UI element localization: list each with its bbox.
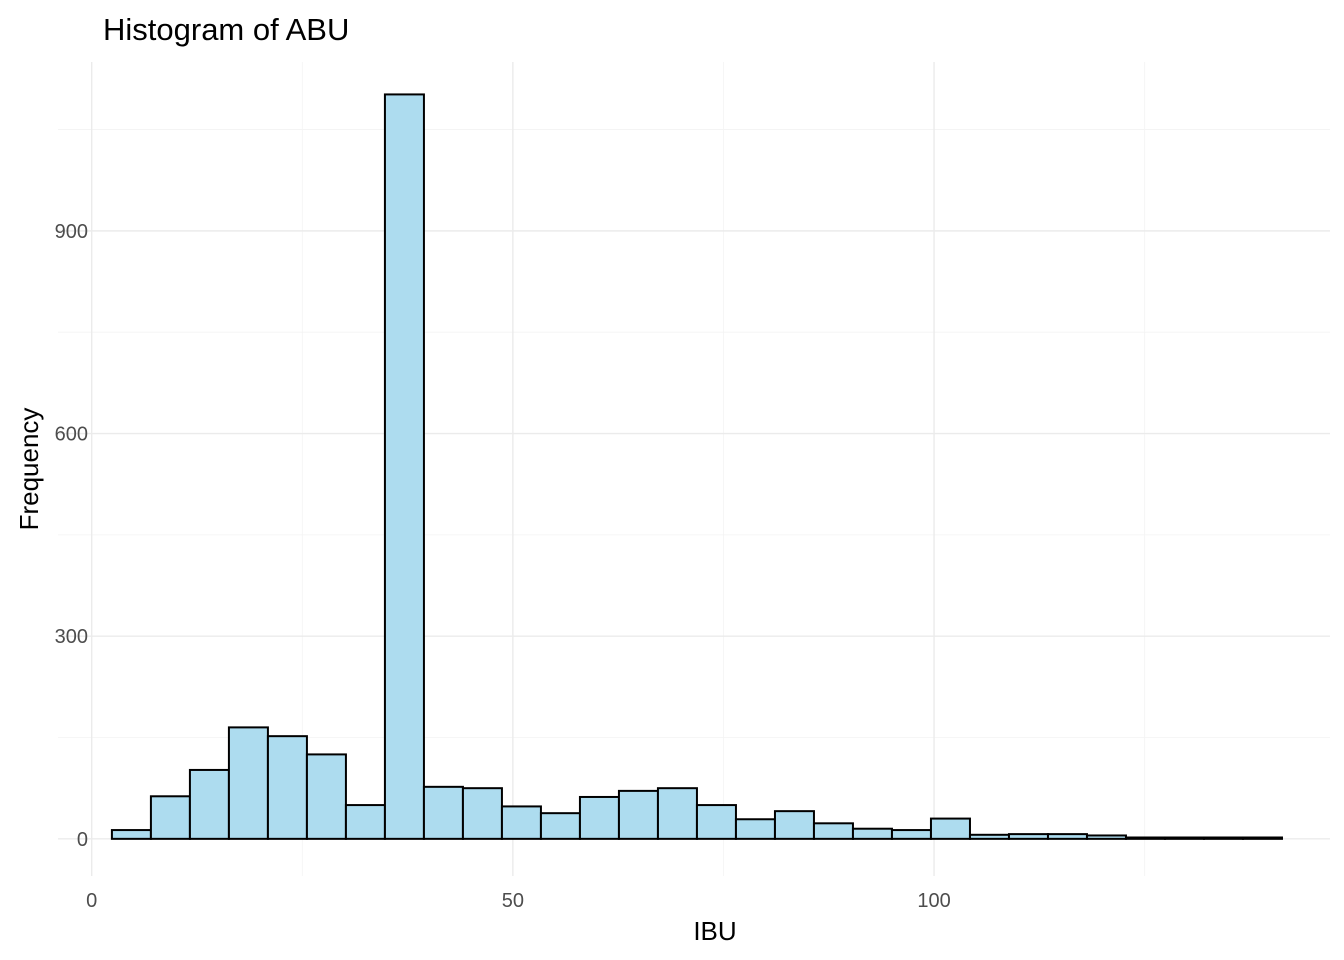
histogram-bar [773,810,815,840]
histogram-bar [539,812,581,840]
histogram-bar [149,795,191,840]
y-axis-title: Frequency [14,408,44,531]
histogram-bar [1007,833,1049,840]
x-tick-label: 50 [502,890,524,912]
histogram-bar [344,804,386,840]
histogram-bar [500,805,542,840]
y-tick-label: 0 [77,829,88,851]
x-tick-label: 100 [917,890,950,912]
grid-lines [58,62,1330,876]
histogram-bar [851,827,893,840]
histogram-bar [1085,834,1127,840]
y-axis-ticks: 0 300 600 900 [55,221,88,851]
histogram-bar [1046,833,1088,840]
histogram-bar [188,768,230,840]
histogram-bar [890,829,932,840]
y-tick-label: 300 [55,626,88,648]
histogram-bar [734,818,776,840]
histogram-bar [617,789,659,840]
histogram-bar [1163,836,1205,840]
x-axis-ticks: 0 50 100 [86,890,951,912]
histogram-bar [422,785,464,840]
histogram-bar [227,726,269,840]
y-tick-label: 900 [55,221,88,243]
histogram-bar [1241,836,1283,840]
histogram-bar [1124,836,1166,840]
chart-title: Histogram of ABU [103,12,349,47]
x-tick-label: 0 [86,890,97,912]
histogram-bar [110,829,152,840]
histogram-bars [110,93,1283,840]
y-tick-label: 600 [55,424,88,446]
histogram-bar [812,822,854,840]
histogram-bar [1202,836,1244,840]
histogram-bar [266,735,308,840]
histogram-bar [695,804,737,840]
x-axis-title: IBU [693,916,736,946]
histogram-bar [968,833,1010,840]
histogram-bar [578,795,620,840]
histogram-bar [656,787,698,840]
histogram-bar [461,787,503,840]
histogram-bar [383,93,425,840]
histogram-bar [305,753,347,840]
histogram-bar [929,817,971,840]
